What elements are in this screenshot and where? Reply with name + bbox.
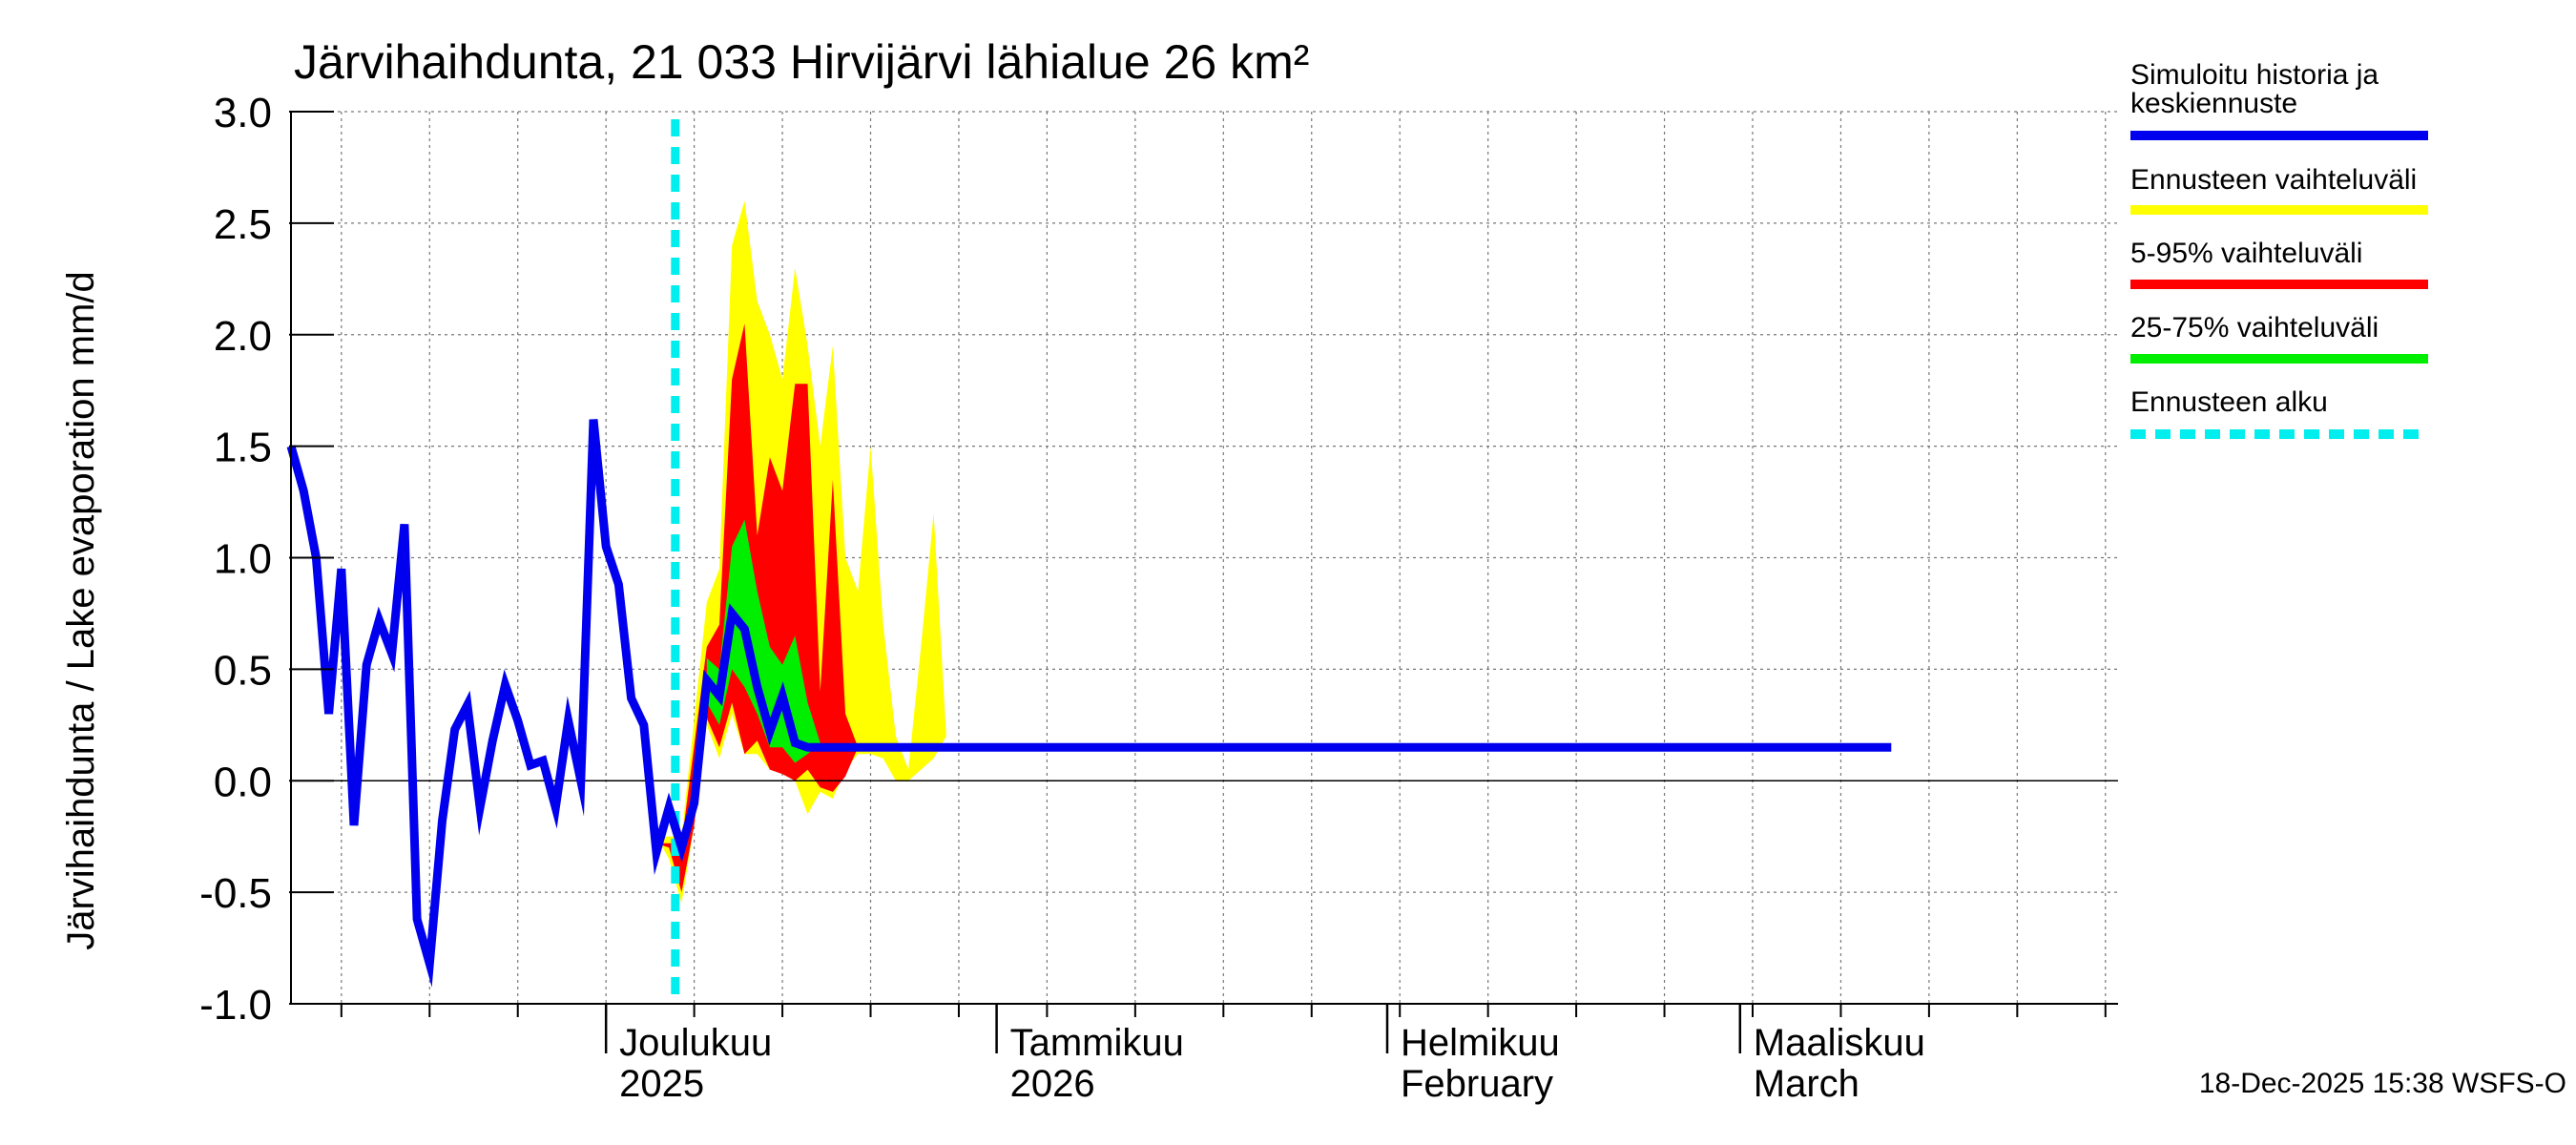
y-tick-label: 2.5 xyxy=(214,201,272,248)
band-2 xyxy=(706,519,821,763)
legend-label: Ennusteen vaihteluväli xyxy=(2130,164,2417,196)
y-tick-label: 0.0 xyxy=(214,759,272,805)
legend-label: keskiennuste xyxy=(2130,88,2297,119)
plot-area: -1.0-0.50.00.51.01.52.02.53.0 Joulukuu20… xyxy=(199,90,2118,1105)
month-sublabel: February xyxy=(1401,1063,1553,1105)
month-sublabel: 2025 xyxy=(619,1063,704,1105)
footer-timestamp: 18-Dec-2025 15:38 WSFS-O xyxy=(2199,1068,2566,1099)
month-label: Helmikuu xyxy=(1401,1022,1560,1064)
legend-label: Ennusteen alku xyxy=(2130,386,2328,418)
legend-label: 25-75% vaihteluväli xyxy=(2130,312,2379,344)
y-tick-label: 0.5 xyxy=(214,647,272,694)
y-tick-labels: -1.0 -0.5 0.0 0.5 1.0 1.5 2.0 2.5 3.0 xyxy=(199,90,272,1029)
y-tick-label: -1.0 xyxy=(199,982,272,1029)
series-history xyxy=(286,419,1892,988)
month-sublabel: March xyxy=(1754,1063,1859,1105)
legend-label: Simuloitu historia ja xyxy=(2130,59,2379,91)
y-tick-label: 2.0 xyxy=(214,313,272,360)
month-label: Maaliskuu xyxy=(1754,1022,1925,1064)
y-tick-label: -0.5 xyxy=(199,870,272,917)
y-tick-label: 1.5 xyxy=(214,425,272,471)
y-axis-label: Järvihaihdunta / Lake evaporation mm/d xyxy=(60,271,102,950)
month-sublabel: 2026 xyxy=(1010,1063,1095,1105)
month-label: Joulukuu xyxy=(619,1022,772,1064)
grid xyxy=(291,111,2118,1005)
month-label: Tammikuu xyxy=(1010,1022,1184,1064)
axes xyxy=(289,111,2118,1053)
plot-frame xyxy=(291,112,2118,1004)
y-tick-label: 1.0 xyxy=(214,536,272,583)
legend-label: 5-95% vaihteluväli xyxy=(2130,238,2362,269)
y-tick-label: 3.0 xyxy=(214,90,272,136)
chart-title: Järvihaihdunta, 21 033 Hirvijärvi lähial… xyxy=(294,35,1309,89)
